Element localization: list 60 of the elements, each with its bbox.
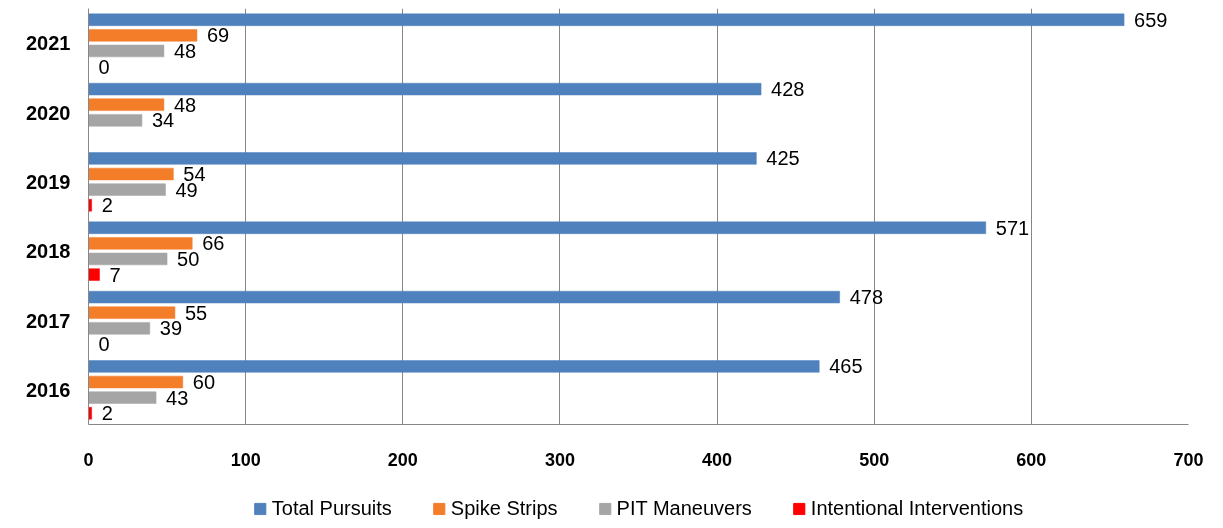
bar xyxy=(88,13,1125,26)
bar xyxy=(88,360,820,373)
bar xyxy=(88,114,143,127)
data-label: 48 xyxy=(173,93,197,116)
data-label: 428 xyxy=(771,78,805,101)
legend-label: PIT Maneuvers xyxy=(616,496,752,520)
bar xyxy=(88,82,762,96)
legend-label: Intentional Interventions xyxy=(810,496,1024,520)
y-tick-label: 2020 xyxy=(26,101,71,124)
bar xyxy=(88,290,840,304)
data-label: 39 xyxy=(159,317,183,340)
x-tick-label: 200 xyxy=(387,449,418,470)
bar xyxy=(88,375,184,389)
y-tick-label: 2021 xyxy=(26,32,71,55)
bar xyxy=(88,237,193,250)
x-tick-label: 600 xyxy=(1016,449,1047,470)
legend-label: Total Pursuits xyxy=(271,496,392,520)
data-label: 34 xyxy=(151,109,175,132)
x-tick-label: 500 xyxy=(859,449,890,470)
y-tick-label: 2018 xyxy=(26,240,71,263)
bar xyxy=(88,29,198,42)
y-tick-label: 2016 xyxy=(26,378,71,401)
bar xyxy=(88,221,987,234)
bar xyxy=(88,44,165,58)
data-label: 2 xyxy=(101,194,113,217)
data-label: 66 xyxy=(202,232,225,255)
y-tick-label: 2019 xyxy=(26,170,71,193)
data-label: 7 xyxy=(109,263,121,286)
data-label: 43 xyxy=(166,386,189,409)
data-label: 0 xyxy=(98,332,110,355)
x-tick-label: 700 xyxy=(1173,449,1204,470)
x-tick-label: 400 xyxy=(702,449,733,470)
x-tick-label: 0 xyxy=(83,449,94,470)
data-label: 60 xyxy=(192,371,216,394)
bar xyxy=(88,268,100,281)
data-label: 2 xyxy=(101,402,113,425)
data-label: 50 xyxy=(177,247,200,270)
data-label: 0 xyxy=(98,55,110,78)
data-label: 55 xyxy=(184,301,208,324)
data-label: 571 xyxy=(995,216,1030,239)
bar xyxy=(88,407,92,420)
bar xyxy=(88,152,757,165)
data-label: 465 xyxy=(829,355,863,378)
data-label: 48 xyxy=(173,39,197,62)
y-tick-label: 2017 xyxy=(26,309,71,332)
bar xyxy=(88,183,166,196)
bar xyxy=(88,252,168,266)
x-tick-label: 100 xyxy=(230,449,261,470)
bar xyxy=(88,322,151,335)
data-label: 659 xyxy=(1134,8,1168,31)
data-label: 69 xyxy=(206,24,230,47)
bar xyxy=(88,167,174,181)
legend-label: Spike Strips xyxy=(450,496,558,520)
bar xyxy=(88,199,92,212)
x-tick-label: 300 xyxy=(544,449,575,470)
bar xyxy=(88,306,176,319)
data-label: 425 xyxy=(766,147,800,170)
data-label: 478 xyxy=(849,286,884,309)
bar xyxy=(88,98,165,111)
bar xyxy=(88,391,157,404)
